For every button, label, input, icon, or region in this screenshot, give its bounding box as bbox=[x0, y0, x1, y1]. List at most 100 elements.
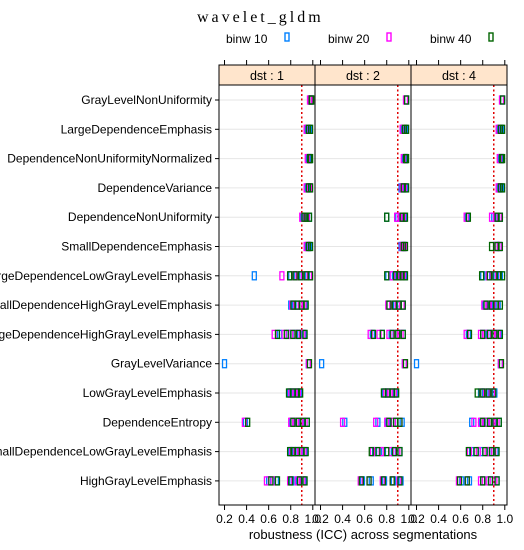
point-binw-20-largedependencehighgraylevelemphasis bbox=[386, 329, 392, 340]
point-binw-40-graylevelnonuniformity bbox=[403, 95, 410, 105]
feature-label-highgraylevelemphasis: HighGrayLevelEmphasis bbox=[80, 474, 212, 488]
point-binw-40-largedependencelowgraylevelemphasis bbox=[399, 271, 405, 281]
point-binw-40-smalldependencelowgraylevelemphasis bbox=[494, 446, 500, 457]
point-binw-40-largedependencelowgraylevelemphasis bbox=[499, 271, 506, 281]
panel-frame bbox=[410, 84, 508, 506]
x-tick-label: 0.6 bbox=[260, 512, 277, 526]
panel-strip-label: dst : 2 bbox=[346, 69, 380, 83]
point-binw-40-lowgraylevelemphasis bbox=[491, 388, 497, 398]
point-binw-40-largedependencehighgraylevelemphasis bbox=[395, 329, 401, 340]
point-binw-20-dependencenonuniformity bbox=[394, 212, 400, 222]
x-axis-label: robustness (ICC) across segmentations bbox=[249, 527, 478, 542]
point-binw-40-largedependenceemphasis bbox=[307, 124, 314, 134]
legend-key-binw-10 bbox=[284, 32, 290, 42]
point-binw-40-dependenceentropy bbox=[304, 417, 310, 427]
point-binw-40-highgraylevelemphasis bbox=[389, 476, 395, 486]
panel-strip-label: dst : 4 bbox=[442, 69, 476, 83]
panel-dst-2: dst : 2 bbox=[314, 64, 412, 506]
point-binw-40-dependencenonuniformity bbox=[402, 212, 409, 222]
point-binw-40-largedependencehighgraylevelemphasis bbox=[492, 329, 498, 340]
point-binw-40-highgraylevelemphasis bbox=[366, 476, 372, 486]
point-binw-10-graylevelvariance bbox=[413, 359, 420, 369]
point-binw-40-dependencenonuniformity bbox=[306, 212, 313, 222]
legend-label-binw-10: binw 10 bbox=[226, 32, 268, 46]
point-binw-40-lowgraylevelemphasis bbox=[394, 388, 400, 398]
point-binw-40-largedependenceemphasis bbox=[403, 124, 410, 134]
point-binw-40-largedependencehighgraylevelemphasis bbox=[480, 329, 486, 340]
point-binw-20-largedependencelowgraylevelemphasis bbox=[279, 271, 285, 281]
point-binw-40-smalldependencelowgraylevelemphasis bbox=[303, 446, 309, 457]
point-binw-40-largedependencelowgraylevelemphasis bbox=[286, 271, 293, 281]
point-binw-40-largedependencehighgraylevelemphasis bbox=[274, 329, 281, 340]
point-binw-40-lowgraylevelemphasis bbox=[474, 388, 480, 398]
point-binw-40-dependenceentropy bbox=[290, 417, 296, 427]
point-binw-40-dependencevariance bbox=[400, 183, 406, 193]
x-tick-label: 0.6 bbox=[356, 512, 373, 526]
point-binw-40-lowgraylevelemphasis bbox=[294, 388, 300, 398]
panels: dst : 1 dst : 2 dst : 4 bbox=[218, 64, 508, 506]
point-binw-40-largedependencehighgraylevelemphasis bbox=[466, 329, 473, 340]
point-binw-40-largedependencelowgraylevelemphasis bbox=[486, 271, 492, 281]
point-binw-20-dependenceentropy bbox=[483, 417, 489, 427]
point-binw-40-smalldependencehighgraylevelemphasis bbox=[483, 300, 489, 310]
point-binw-40-largedependencelowgraylevelemphasis bbox=[496, 271, 502, 281]
point-binw-20-largedependencehighgraylevelemphasis bbox=[376, 329, 382, 340]
point-binw-40-smalldependencehighgraylevelemphasis bbox=[303, 300, 309, 310]
point-binw-40-lowgraylevelemphasis bbox=[485, 388, 491, 398]
point-binw-10-graylevelvariance bbox=[221, 359, 228, 369]
x-tick-label: 1.0 bbox=[496, 512, 513, 526]
point-binw-40-largedependencelowgraylevelemphasis bbox=[396, 271, 402, 281]
x-tick-label: 0.4 bbox=[430, 512, 447, 526]
x-tick-label: 0.8 bbox=[282, 512, 299, 526]
feature-label-smalldependencehighgraylevelemphasis: SmallDependenceHighGrayLevelEmphasis bbox=[0, 298, 212, 312]
point-binw-40-largedependencelowgraylevelemphasis bbox=[392, 271, 399, 281]
point-binw-40-largedependencehighgraylevelemphasis bbox=[389, 329, 395, 340]
x-axis: 0.2 0.4 0.6 0.8 1.00.2 0.4 0.6 0.8 1.00.2 0.4 0.6 0… bbox=[216, 60, 513, 542]
point-binw-10-graylevelvariance bbox=[318, 359, 325, 369]
feature-label-dependencenonuniformity: DependenceNonUniformity bbox=[68, 210, 212, 224]
point-binw-40-highgraylevelemphasis bbox=[380, 476, 387, 486]
point-binw-40-dependencenonuniformitynormalized bbox=[499, 153, 506, 164]
point-binw-40-dependencenonuniformitynormalized bbox=[403, 153, 410, 164]
point-binw-40-smalldependencelowgraylevelemphasis bbox=[473, 446, 479, 457]
point-binw-40-highgraylevelemphasis bbox=[268, 476, 274, 486]
chart-title: wavelet_gldm bbox=[197, 9, 324, 26]
point-binw-40-dependenceentropy bbox=[245, 417, 251, 427]
point-binw-40-highgraylevelemphasis bbox=[288, 476, 294, 486]
point-binw-40-smalldependencelowgraylevelemphasis bbox=[397, 446, 403, 457]
panel-frame bbox=[218, 84, 316, 506]
point-binw-40-smalldependencelowgraylevelemphasis bbox=[488, 446, 495, 457]
point-binw-40-highgraylevelemphasis bbox=[480, 476, 486, 486]
point-binw-40-graylevelnonuniformity bbox=[499, 95, 506, 105]
point-binw-40-smalldependenceemphasis bbox=[402, 241, 409, 252]
point-binw-40-lowgraylevelemphasis bbox=[298, 388, 304, 398]
x-tick-label: 0.2 bbox=[216, 512, 233, 526]
point-binw-20-dependenceentropy bbox=[241, 417, 248, 427]
point-binw-40-largedependencelowgraylevelemphasis bbox=[478, 271, 485, 281]
point-binw-20-largedependencehighgraylevelemphasis bbox=[483, 329, 489, 340]
point-binw-40-highgraylevelemphasis bbox=[464, 476, 470, 486]
point-binw-40-largedependencehighgraylevelemphasis bbox=[400, 329, 406, 340]
point-binw-20-largedependencehighgraylevelemphasis bbox=[271, 329, 277, 340]
point-binw-40-smalldependencelowgraylevelemphasis bbox=[375, 446, 381, 457]
point-binw-40-highgraylevelemphasis bbox=[494, 476, 500, 486]
feature-label-graylevelvariance: GrayLevelVariance bbox=[111, 357, 212, 371]
point-binw-10-largedependencelowgraylevelemphasis bbox=[251, 271, 257, 281]
point-binw-40-largedependenceemphasis bbox=[499, 124, 506, 134]
feature-label-graylevelnonuniformity: GrayLevelNonUniformity bbox=[81, 93, 212, 107]
feature-label-largedependenceemphasis: LargeDependenceEmphasis bbox=[61, 122, 212, 136]
point-binw-40-dependenceentropy bbox=[496, 417, 502, 427]
x-tick-label: 1.0 bbox=[400, 512, 417, 526]
point-binw-40-graylevelnonuniformity bbox=[308, 95, 314, 105]
point-binw-40-highgraylevelemphasis bbox=[296, 476, 303, 486]
point-binw-40-largedependencehighgraylevelemphasis bbox=[486, 329, 492, 340]
point-binw-40-smalldependencehighgraylevelemphasis bbox=[497, 300, 504, 310]
point-binw-40-dependencenonuniformitynormalized bbox=[307, 153, 314, 164]
panel-strip-label: dst : 1 bbox=[250, 69, 284, 83]
point-binw-40-dependenceentropy bbox=[486, 417, 492, 427]
feature-label-dependenceentropy: DependenceEntropy bbox=[103, 415, 212, 429]
point-binw-40-smalldependencelowgraylevelemphasis bbox=[384, 446, 390, 457]
point-binw-40-largedependencehighgraylevelemphasis bbox=[370, 329, 377, 340]
